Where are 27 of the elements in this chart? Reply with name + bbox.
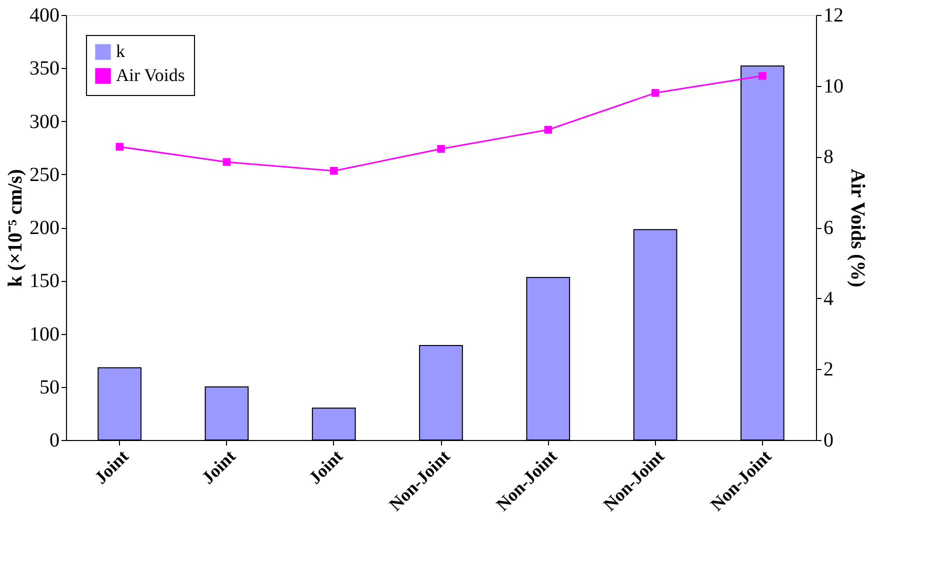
y-tick-label: 150	[30, 270, 60, 292]
y-tick-label: 400	[30, 4, 60, 26]
y-tick-label: 50	[40, 376, 60, 398]
point	[222, 158, 231, 166]
y2-tick-label: 4	[824, 288, 834, 310]
y2-tick-label: 6	[824, 217, 834, 239]
y2-tick-label: 0	[824, 430, 834, 452]
point	[116, 142, 124, 151]
y2-axis-title: Air Voids (%)	[846, 168, 868, 288]
point	[330, 166, 338, 175]
y-tick-label: 250	[30, 164, 60, 186]
y2-tick-label: 12	[824, 4, 844, 26]
point	[544, 126, 552, 134]
y-tick-label: 0	[50, 430, 60, 452]
y2-tick-label: 10	[824, 75, 844, 98]
y-tick-label: 300	[30, 110, 60, 133]
legend-label: k	[116, 41, 125, 61]
y2-tick-label: 2	[824, 358, 834, 381]
point	[437, 145, 445, 153]
point	[651, 89, 660, 97]
y-tick-label: 100	[30, 323, 60, 346]
y-tick-label: 350	[30, 58, 60, 80]
y-axis-title: k (×10⁻⁵ cm/s)	[4, 169, 26, 287]
point	[758, 72, 766, 80]
y-tick-label: 200	[30, 217, 60, 239]
legend-label: Air Voids	[116, 65, 185, 85]
y2-tick-label: 8	[824, 146, 834, 168]
